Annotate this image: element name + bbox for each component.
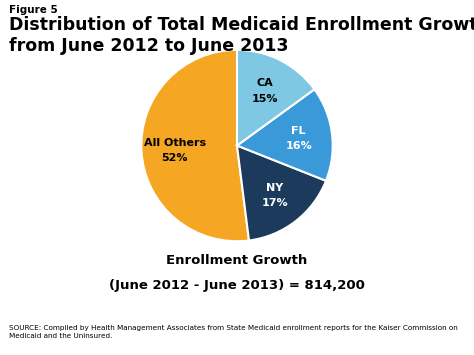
Text: THE HENRY J.: THE HENRY J. (415, 322, 446, 326)
Text: 17%: 17% (262, 198, 289, 208)
Text: 16%: 16% (285, 141, 312, 151)
Wedge shape (237, 50, 314, 146)
Text: Figure 5: Figure 5 (9, 5, 58, 15)
Text: All Others: All Others (144, 138, 206, 148)
Wedge shape (237, 89, 333, 181)
Text: FOUNDATION: FOUNDATION (415, 344, 446, 348)
Text: NY: NY (266, 183, 284, 193)
Text: 15%: 15% (252, 94, 279, 104)
Wedge shape (141, 50, 249, 241)
Text: 52%: 52% (162, 153, 188, 163)
Text: CA: CA (257, 78, 273, 88)
Wedge shape (237, 146, 326, 240)
Text: Distribution of Total Medicaid Enrollment Growth by State
from June 2012 to June: Distribution of Total Medicaid Enrollmen… (9, 16, 474, 55)
Text: Enrollment Growth: Enrollment Growth (166, 254, 308, 267)
Text: SOURCE: Compiled by Health Management Associates from State Medicaid enrollment : SOURCE: Compiled by Health Management As… (9, 325, 458, 339)
Text: FAMILY: FAMILY (415, 334, 445, 343)
Text: (June 2012 - June 2013) = 814,200: (June 2012 - June 2013) = 814,200 (109, 279, 365, 292)
Text: FL: FL (292, 126, 306, 136)
Text: KAISER: KAISER (412, 327, 448, 336)
